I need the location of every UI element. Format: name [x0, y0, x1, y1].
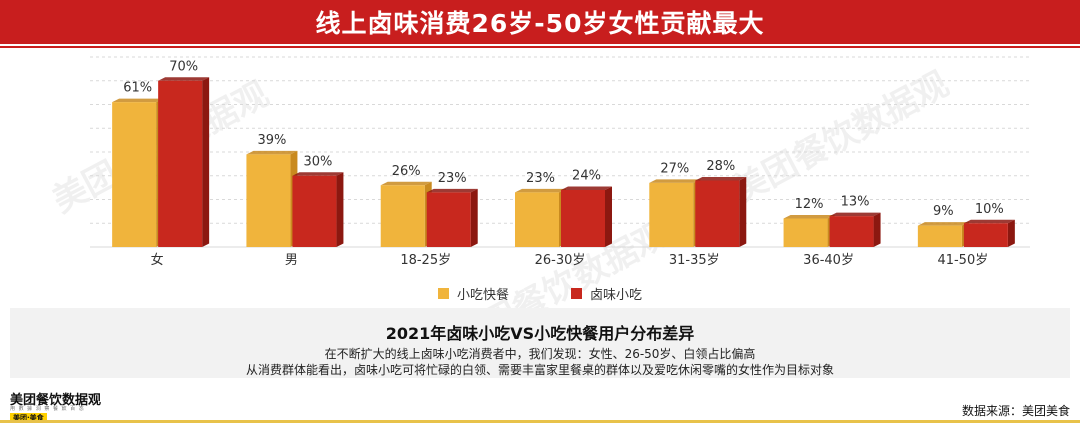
- bar-top: [515, 188, 566, 193]
- data-source: 数据来源：美团美食: [961, 404, 1070, 418]
- bar: [649, 182, 694, 247]
- bar-side: [739, 177, 747, 247]
- bar-top: [829, 212, 881, 217]
- bar-side: [336, 172, 344, 247]
- page-title: 线上卤味消费26岁-50岁女性贡献最大: [315, 9, 765, 38]
- bar: [917, 225, 962, 247]
- bar-top: [963, 219, 1015, 224]
- bar: [292, 175, 337, 247]
- data-label: 23%: [438, 171, 467, 186]
- bar: [963, 223, 1008, 247]
- meituan-logo: 美团·美食: [10, 413, 47, 422]
- summary-line-1: 在不断扩大的线上卤味小吃消费者中，我们发现：女性、26-50岁、白领占比偏高: [324, 347, 756, 361]
- bar-side: [1007, 219, 1015, 247]
- bar-chart: 61% 70% 女 39% 30% 男 26% 23% 18-25岁 23% 24% 26-30岁 27…: [90, 56, 1030, 268]
- title-underline: [0, 46, 1080, 48]
- bar-top: [112, 98, 164, 103]
- legend-label-series1: 小吃快餐: [456, 287, 509, 303]
- bar-side: [605, 186, 612, 247]
- legend-swatch-series2: [571, 287, 582, 299]
- data-label: 70%: [169, 59, 198, 74]
- bar: [561, 190, 605, 247]
- x-tick-label: 女: [151, 252, 164, 268]
- bar: [426, 192, 471, 247]
- bar-top: [695, 177, 747, 181]
- bar-top: [783, 215, 835, 219]
- data-label: 24%: [572, 169, 601, 184]
- meituan-logo-text: 美团·美食: [13, 413, 44, 422]
- bar-side: [470, 188, 478, 247]
- data-label: 12%: [795, 197, 824, 212]
- brand-tagline: 用 數 據 洞 察 餐 飲 百 态: [10, 406, 85, 412]
- x-tick-label: 41-50岁: [937, 253, 988, 268]
- data-label: 27%: [660, 161, 689, 176]
- summary-line-2: 从消费群体能看出，卤味小吃可将忙碌的白领、需要丰富家里餐桌的群体以及爱吃休闲零嘴…: [245, 363, 834, 377]
- bar: [158, 80, 203, 247]
- data-label: 26%: [392, 164, 421, 179]
- bar: [515, 192, 559, 247]
- data-label: 61%: [123, 81, 152, 96]
- bar-top: [561, 186, 612, 190]
- bar: [246, 154, 291, 247]
- footer-accent-line: [0, 420, 1080, 423]
- x-tick-label: 18-25岁: [400, 253, 451, 268]
- title-bar: 线上卤味消费26岁-50岁女性贡献最大: [0, 0, 1080, 44]
- bar: [783, 218, 828, 247]
- legend: 小吃快餐 卤味小吃: [0, 282, 1080, 304]
- data-label: 28%: [706, 159, 735, 174]
- legend-swatch-series1: [437, 287, 449, 299]
- bar: [695, 180, 740, 247]
- bar-top: [380, 181, 432, 186]
- legend-item-series2: 卤味小吃: [571, 284, 642, 303]
- data-label: 10%: [975, 202, 1004, 217]
- bar-side: [873, 212, 881, 247]
- bar-top: [158, 77, 210, 81]
- summary-title: 2021年卤味小吃VS小吃快餐用户分布差异: [385, 324, 695, 343]
- bar-top: [649, 179, 701, 183]
- data-label: 39%: [257, 133, 286, 148]
- x-tick-label: 26-30岁: [535, 253, 586, 268]
- data-label: 23%: [526, 171, 555, 186]
- bar: [380, 185, 425, 247]
- summary-box: 2021年卤味小吃VS小吃快餐用户分布差异 在不断扩大的线上卤味小吃消费者中，我…: [10, 308, 1070, 378]
- legend-label-series2: 卤味小吃: [590, 287, 643, 303]
- data-label: 13%: [841, 195, 870, 210]
- legend-item-series1: 小吃快餐: [437, 284, 509, 303]
- bar-top: [426, 188, 478, 193]
- bar-top: [917, 222, 969, 226]
- x-tick-label: 男: [285, 253, 298, 268]
- data-label: 9%: [933, 204, 954, 219]
- x-tick-label: 31-35岁: [669, 253, 720, 268]
- bar-top: [246, 150, 298, 155]
- x-tick-label: 36-40岁: [803, 253, 854, 268]
- bar-top: [292, 172, 344, 176]
- brand-name: 美团餐饮数据观: [10, 393, 102, 408]
- bar: [829, 216, 874, 247]
- bar-side: [202, 77, 210, 247]
- bar: [112, 102, 157, 247]
- data-label: 30%: [303, 154, 332, 169]
